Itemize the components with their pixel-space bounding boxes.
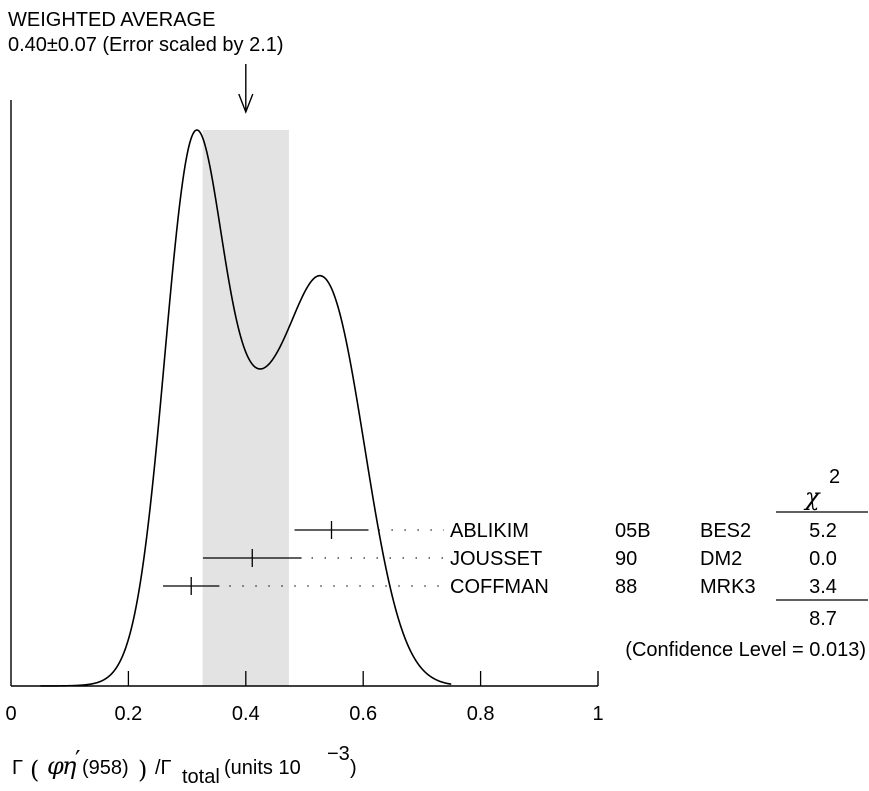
chi2-header: χ	[803, 483, 821, 511]
x-tick-label-4: 0.8	[467, 703, 495, 725]
x-tick-label-1: 0.2	[114, 703, 142, 725]
weighted-average-arrow	[238, 64, 254, 114]
measurement-list: ABLIKIM 05B BES2 5.2 JOUSSET 90 DM2 0.0 COFFMAN 8…	[163, 520, 837, 598]
x-axis-label: Γ ( φ η ′ (958) ) /Γ total (units 10 −3 …	[12, 743, 357, 788]
confidence-level: (Confidence Level = 0.013)	[625, 639, 866, 661]
x-tick-label-2: 0.4	[232, 703, 260, 725]
xlabel-prime: ′	[75, 746, 80, 774]
xlabel-units: (units 10	[224, 757, 301, 779]
x-tick-label-0: 0	[5, 703, 16, 725]
x-tick-label-3: 0.6	[349, 703, 377, 725]
xlabel-slash-gamma: /Γ	[155, 757, 172, 779]
x-axis-ticks: 0 0.2 0.4 0.6 0.8 1	[5, 671, 604, 725]
measurement-chi2: 5.2	[809, 520, 837, 542]
measurement-author: JOUSSET	[450, 548, 542, 570]
measurement-row: COFFMAN 88 MRK3 3.4	[163, 576, 837, 598]
chi2-total: 8.7	[809, 608, 837, 630]
chi2-header-exponent: 2	[829, 466, 840, 488]
measurement-year: 88	[615, 576, 637, 598]
measurement-row: JOUSSET 90 DM2 0.0	[202, 548, 837, 570]
measurement-chi2: 0.0	[809, 548, 837, 570]
title-line-2: 0.40±0.07 (Error scaled by 2.1)	[8, 34, 284, 56]
measurement-author: COFFMAN	[450, 576, 549, 598]
measurement-chi2: 3.4	[809, 576, 837, 598]
xlabel-gamma: Γ	[12, 757, 23, 779]
measurement-experiment: BES2	[700, 520, 751, 542]
measurement-experiment: MRK3	[700, 576, 756, 598]
xlabel-close-paren: )	[138, 756, 147, 784]
xlabel-phi: φ	[47, 752, 64, 780]
x-tick-label-5: 1	[592, 703, 603, 725]
xlabel-exponent: −3	[327, 743, 350, 765]
ideogram-curve	[40, 129, 452, 687]
xlabel-eta: η	[62, 752, 77, 780]
xlabel-open-paren: (	[30, 756, 39, 784]
xlabel-total: total	[182, 766, 220, 788]
measurement-year: 90	[615, 548, 637, 570]
xlabel-mass: (958)	[82, 757, 129, 779]
measurement-author: ABLIKIM	[450, 520, 529, 542]
title-line-1: WEIGHTED AVERAGE	[8, 9, 215, 31]
weighted-average-band	[202, 130, 289, 686]
measurement-year: 05B	[615, 520, 651, 542]
measurement-row: ABLIKIM 05B BES2 5.2	[294, 520, 837, 542]
measurement-experiment: DM2	[700, 548, 742, 570]
xlabel-units-close: )	[350, 757, 357, 779]
